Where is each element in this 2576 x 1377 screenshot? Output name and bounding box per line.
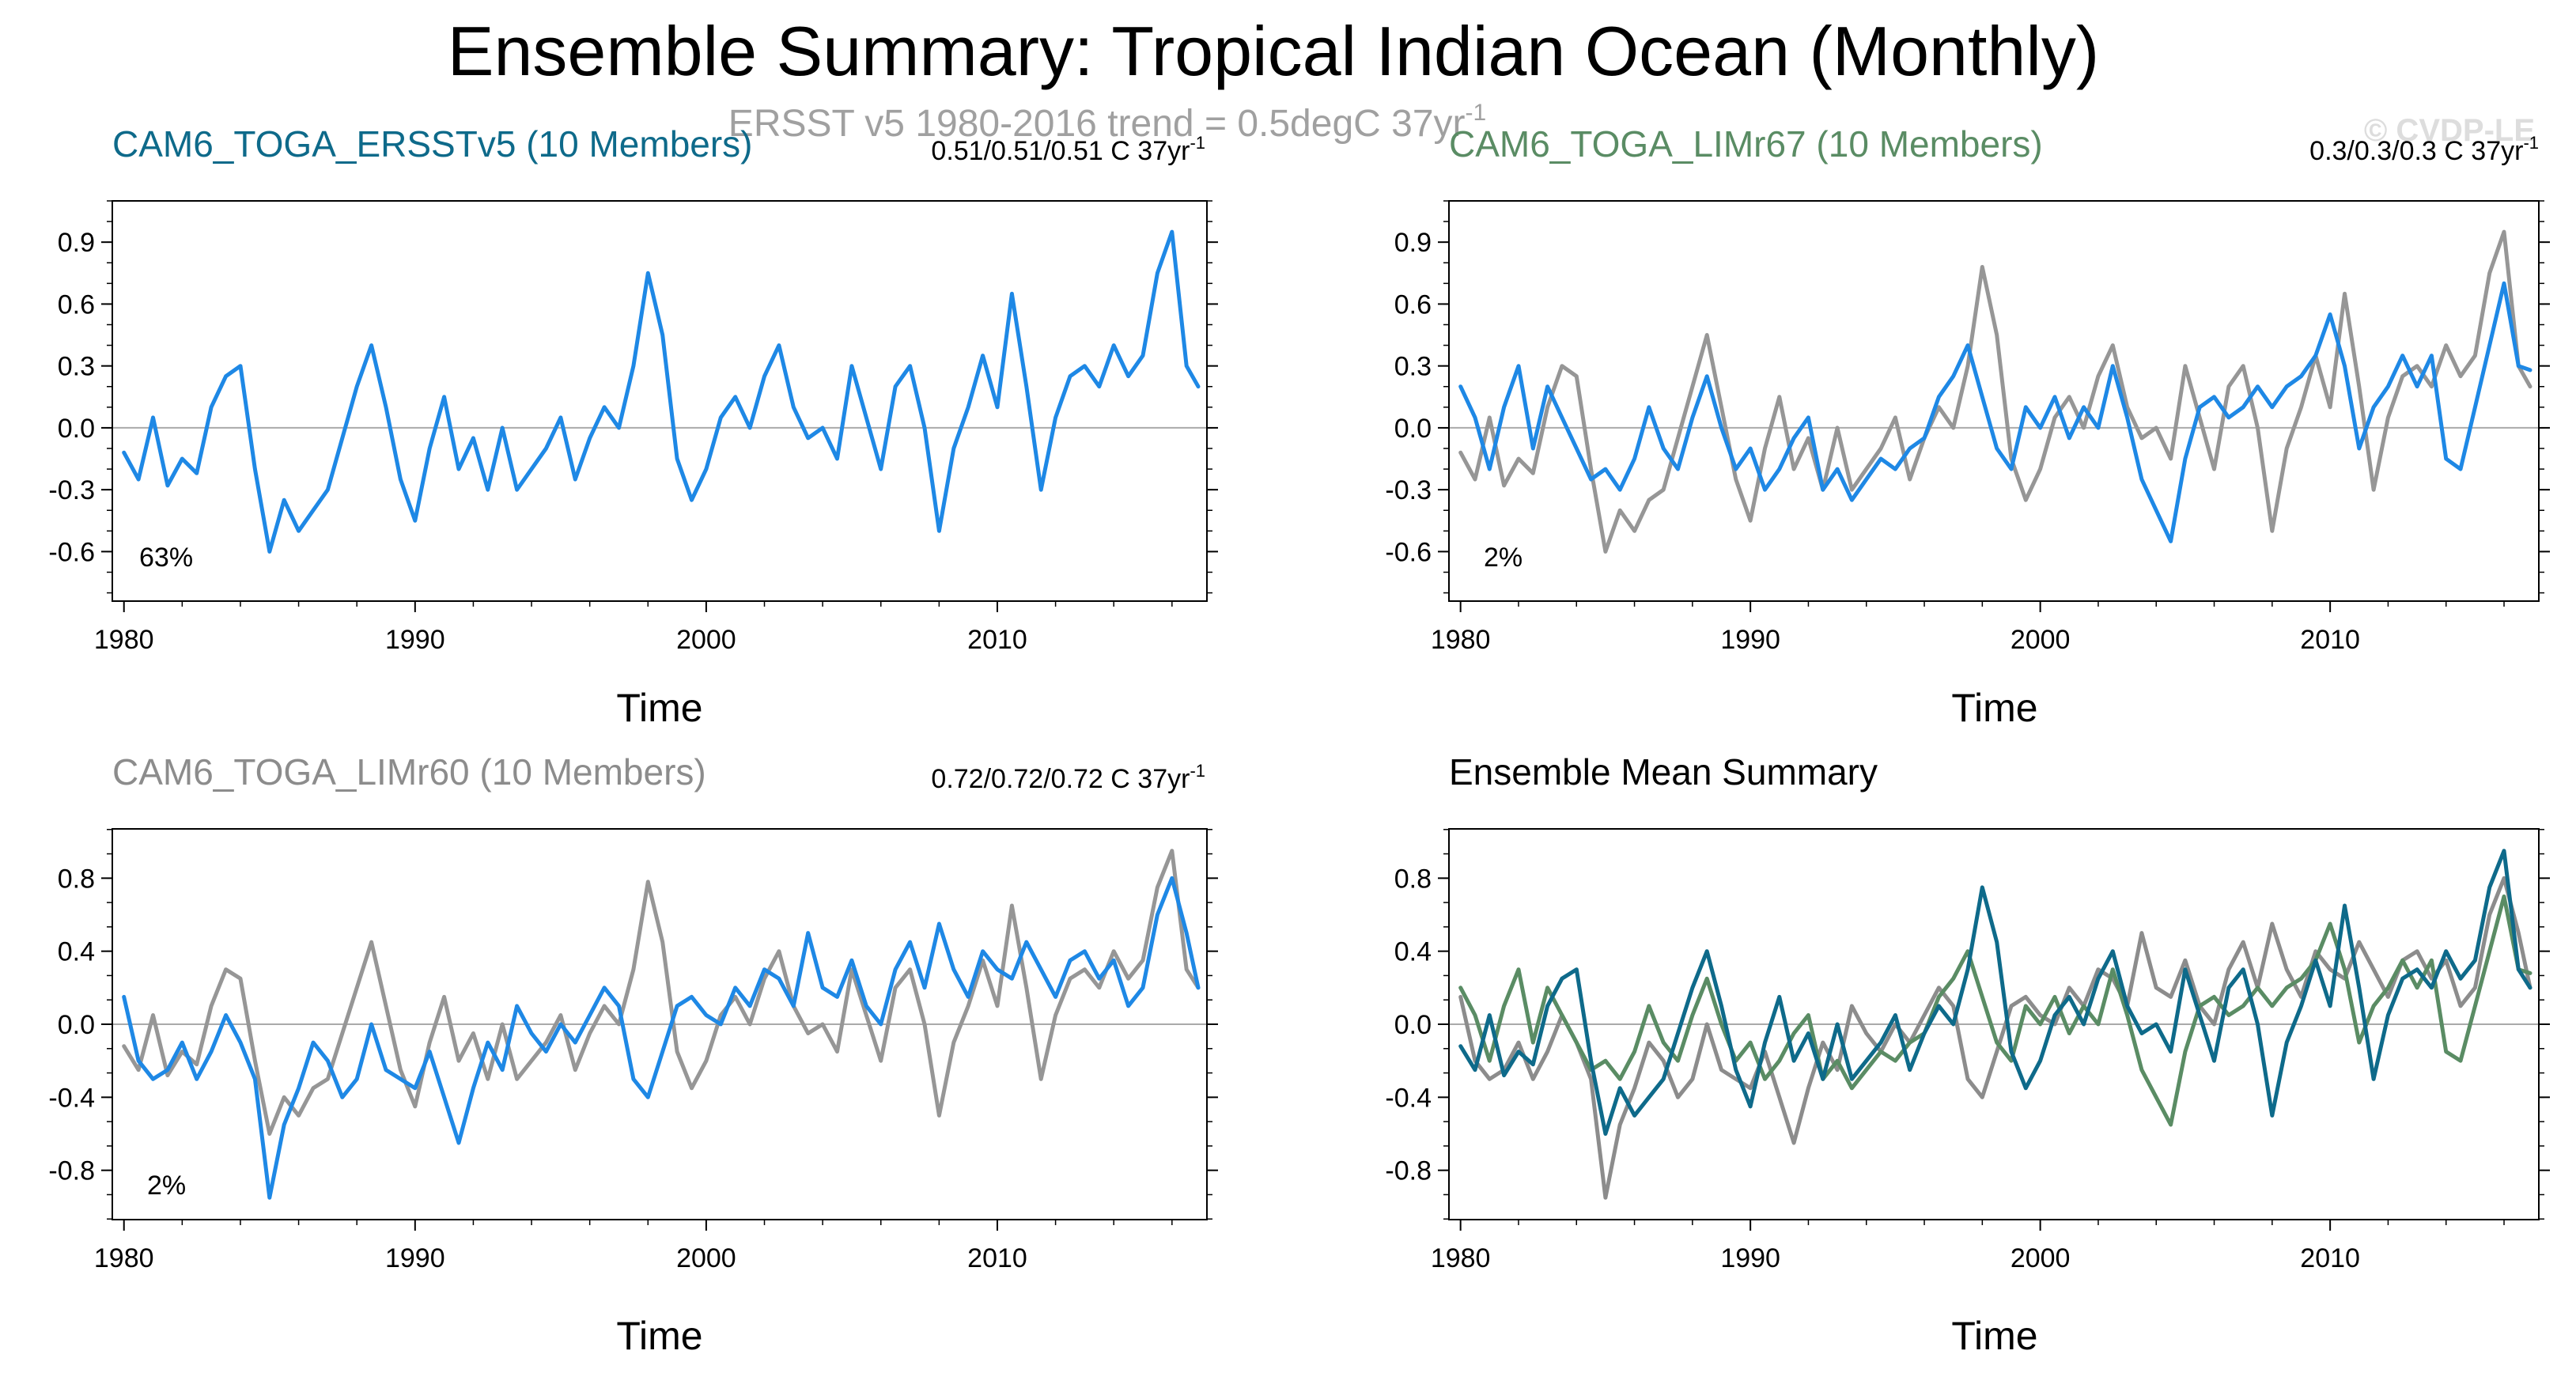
x-tick-label: 2010 bbox=[2300, 1243, 2360, 1273]
y-tick-label: -0.6 bbox=[1385, 537, 1432, 567]
obs-trend-label: ERSST v5 1980-2016 trend = 0.5degC 37yr-… bbox=[728, 100, 1486, 145]
percent-label: 63% bbox=[139, 543, 193, 573]
copyright-watermark: © CVDP-LE bbox=[2364, 113, 2535, 148]
x-tick-label: 1980 bbox=[1431, 1243, 1491, 1273]
x-axis-title: Time bbox=[616, 686, 702, 730]
y-tick-label: -0.8 bbox=[48, 1156, 95, 1186]
series-line-1 bbox=[122, 849, 1201, 1136]
y-tick-label: 0.0 bbox=[58, 414, 95, 444]
plot-frame bbox=[1448, 200, 2540, 602]
y-tick-label: -0.4 bbox=[1385, 1083, 1432, 1113]
panel-cam6-toga-ersstv5: CAM6_TOGA_ERSSTv5 (10 Members) 0.51/0.51… bbox=[48, 123, 1218, 730]
plot-area: -0.6 -0.3 0.0 0.3 0.6 0.9 1980 1990 2000 2010 bbox=[48, 200, 1218, 655]
series-line-1 bbox=[122, 229, 1201, 554]
y-tick-label: 0.0 bbox=[1394, 1010, 1432, 1040]
x-tick-label: 1990 bbox=[385, 625, 445, 655]
plot-area: -0.6 -0.3 0.0 0.3 0.6 0.9 1980 1990 2000 2010 bbox=[1385, 200, 2550, 655]
y-tick-label: 0.0 bbox=[1394, 414, 1432, 444]
y-tick-label: 0.3 bbox=[1394, 352, 1432, 382]
plot-frame bbox=[112, 200, 1208, 602]
obs-trend-base: ERSST v5 1980-2016 trend = 0.5degC 37yr bbox=[728, 103, 1466, 145]
y-tick-label: -0.3 bbox=[1385, 475, 1432, 505]
x-axis-title: Time bbox=[1951, 1314, 2037, 1358]
x-tick-label: 2010 bbox=[967, 625, 1027, 655]
y-tick-label: -0.4 bbox=[48, 1083, 95, 1113]
x-tick-label: 1990 bbox=[1720, 1243, 1780, 1273]
y-tick-label: -0.3 bbox=[48, 475, 95, 505]
x-axis-title: Time bbox=[1951, 686, 2037, 730]
y-tick-label: 0.4 bbox=[1394, 937, 1432, 967]
y-tick-label: 0.6 bbox=[58, 289, 95, 320]
y-tick-label: 0.3 bbox=[58, 352, 95, 382]
y-tick-label: 0.8 bbox=[1394, 864, 1432, 894]
y-tick-label: 0.6 bbox=[1394, 289, 1432, 320]
panel-title: Ensemble Mean Summary bbox=[1449, 751, 1878, 793]
series-line-2 bbox=[122, 876, 1201, 1200]
x-tick-label: 2010 bbox=[2300, 625, 2360, 655]
plot-area: -0.8 -0.4 0.0 0.4 0.8 1980 1990 2000 2010 bbox=[48, 828, 1218, 1273]
panel-cam6-toga-limr67: CAM6_TOGA_LIMr67 (10 Members) 0.3/0.3/0.… bbox=[1385, 123, 2550, 730]
percent-label: 2% bbox=[147, 1171, 186, 1201]
panel-trend: 0.51/0.51/0.51 C 37yr-1 bbox=[931, 133, 1205, 166]
panel-trend: 0.72/0.72/0.72 C 37yr-1 bbox=[931, 761, 1205, 794]
panel-trend: 0.3/0.3/0.3 C 37yr-1 bbox=[2309, 133, 2539, 166]
y-tick-label: -0.6 bbox=[48, 537, 95, 567]
page-title: Ensemble Summary: Tropical Indian Ocean … bbox=[448, 12, 2099, 90]
x-tick-label: 2000 bbox=[676, 1243, 736, 1273]
x-tick-label: 1990 bbox=[385, 1243, 445, 1273]
y-tick-label: -0.8 bbox=[1385, 1156, 1432, 1186]
x-tick-label: 1980 bbox=[94, 1243, 154, 1273]
x-tick-label: 1990 bbox=[1720, 625, 1780, 655]
x-tick-label: 2000 bbox=[676, 625, 736, 655]
y-tick-label: 0.0 bbox=[58, 1010, 95, 1040]
x-tick-label: 2000 bbox=[2010, 1243, 2071, 1273]
x-tick-label: 2000 bbox=[2010, 625, 2071, 655]
plot-area: -0.8 -0.4 0.0 0.4 0.8 1980 1990 2000 2010 bbox=[1385, 828, 2550, 1273]
y-tick-label: 0.9 bbox=[58, 228, 95, 258]
panel-title: CAM6_TOGA_LIMr60 (10 Members) bbox=[112, 751, 706, 793]
panel-title: CAM6_TOGA_LIMr67 (10 Members) bbox=[1449, 123, 2043, 165]
panel-title: CAM6_TOGA_ERSSTv5 (10 Members) bbox=[112, 123, 753, 165]
x-tick-label: 2010 bbox=[967, 1243, 1027, 1273]
panel-cam6-toga-limr60: CAM6_TOGA_LIMr60 (10 Members) 0.72/0.72/… bbox=[48, 751, 1218, 1358]
percent-label: 2% bbox=[1484, 543, 1523, 573]
x-tick-label: 1980 bbox=[1431, 625, 1491, 655]
y-tick-label: 0.8 bbox=[58, 864, 95, 894]
y-tick-label: 0.4 bbox=[58, 937, 95, 967]
series-line-2 bbox=[1458, 894, 2532, 1127]
x-axis-title: Time bbox=[616, 1314, 702, 1358]
series-line-2 bbox=[1458, 281, 2532, 543]
y-tick-label: 0.9 bbox=[1394, 228, 1432, 258]
panel-ensemble-mean-summary: Ensemble Mean Summary -0.8 -0.4 0.0 0.4 0.8 1… bbox=[1385, 751, 2550, 1358]
x-tick-label: 1980 bbox=[94, 625, 154, 655]
series-line-1 bbox=[1458, 229, 2532, 554]
obs-trend-sup: -1 bbox=[1466, 100, 1487, 126]
series-line-3 bbox=[1458, 849, 2532, 1136]
